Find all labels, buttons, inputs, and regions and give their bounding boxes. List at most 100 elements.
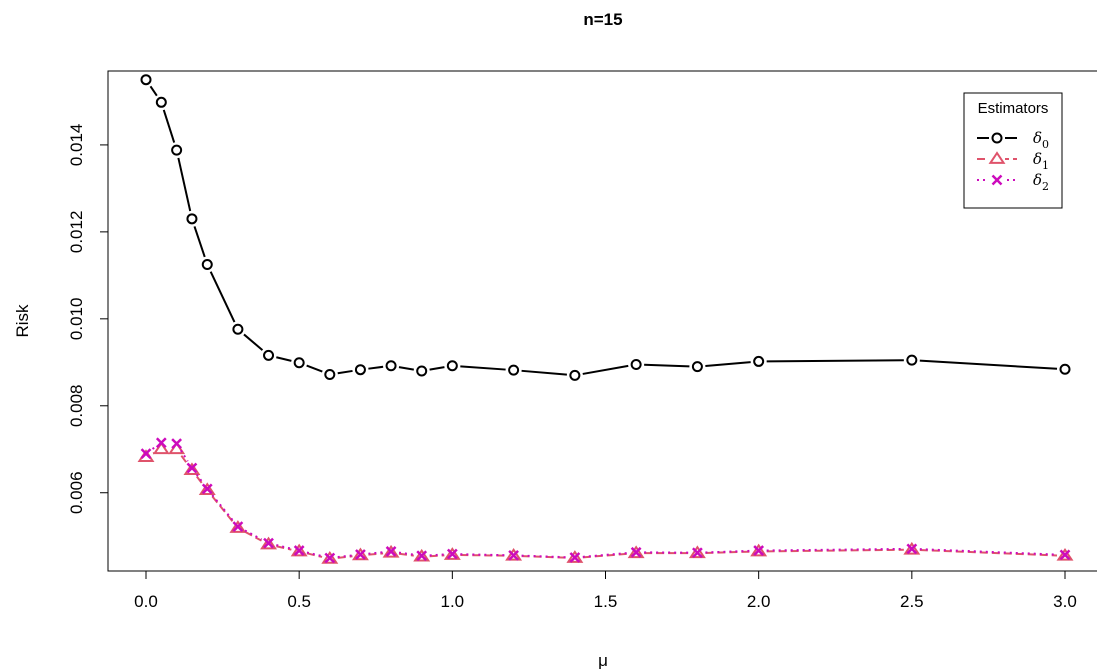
- x-tick-label: 1.0: [441, 592, 465, 611]
- series-segment: [196, 475, 204, 485]
- data-point: [906, 543, 918, 555]
- series-segment: [337, 554, 353, 559]
- series-segment: [460, 553, 506, 557]
- x-axis: 0.0 0.5 1.0 1.5 2.0 2.5 3.0: [134, 570, 1077, 611]
- data-point: [753, 545, 765, 556]
- legend-title: Estimators: [978, 100, 1049, 117]
- data-point: [630, 546, 642, 558]
- data-point: [293, 545, 305, 556]
- series-segment: [766, 359, 904, 363]
- data-point: [152, 441, 170, 455]
- y-axis-label: Risk: [13, 304, 32, 338]
- data-point: [201, 483, 213, 495]
- data-point: [569, 369, 581, 381]
- series-segment: [337, 369, 353, 375]
- series-2: [140, 437, 1071, 564]
- series-segment: [368, 552, 384, 556]
- data-point: [906, 354, 918, 366]
- data-point: [508, 549, 519, 561]
- legend-marker: [991, 174, 1003, 186]
- series-segment: [705, 549, 751, 554]
- series-segment: [195, 473, 204, 483]
- data-point: [355, 549, 366, 560]
- series-segment: [398, 551, 414, 556]
- series-segment: [919, 549, 1058, 557]
- legend-marker: [991, 132, 1003, 144]
- x-tick-label: 1.5: [594, 592, 618, 611]
- y-tick-label: 0.008: [67, 385, 86, 428]
- series-segment: [243, 333, 264, 351]
- x-tick-label: 0.5: [287, 592, 311, 611]
- series-segment: [162, 109, 176, 143]
- data-point: [627, 545, 645, 559]
- series-segment: [429, 366, 445, 371]
- data-point: [171, 144, 183, 156]
- data-point: [232, 521, 244, 533]
- data-point: [382, 544, 400, 558]
- data-point: [443, 547, 461, 560]
- data-point: [508, 364, 520, 376]
- data-point: [186, 462, 198, 474]
- data-point: [1059, 549, 1071, 561]
- data-point: [446, 548, 458, 560]
- series-segment: [644, 363, 690, 368]
- data-point: [385, 360, 397, 372]
- legend-item: δ0: [977, 129, 1049, 151]
- series-segment: [368, 551, 384, 555]
- data-point: [140, 74, 152, 86]
- x-tick-label: 3.0: [1053, 592, 1077, 611]
- series-segment: [766, 548, 904, 553]
- series-segment: [177, 157, 192, 212]
- series-segment: [276, 544, 292, 550]
- data-point: [1056, 547, 1074, 561]
- series-segment: [521, 369, 567, 376]
- x-tick-label: 2.5: [900, 592, 924, 611]
- series-segment: [521, 554, 567, 559]
- data-point: [186, 213, 198, 225]
- y-tick-label: 0.010: [67, 298, 86, 341]
- data-point: [413, 548, 431, 562]
- data-point: [140, 448, 152, 459]
- data-point: [290, 543, 308, 557]
- legend-item: δ2: [977, 171, 1049, 193]
- data-point: [263, 537, 274, 549]
- data-point: [416, 550, 428, 562]
- data-point: [229, 520, 247, 533]
- data-point: [688, 545, 706, 559]
- data-point: [1059, 363, 1071, 375]
- series-segment: [151, 446, 156, 450]
- series-segment: [244, 529, 262, 541]
- plot-frame: [107, 70, 1097, 572]
- legend-box: [963, 92, 1063, 209]
- data-point: [155, 96, 167, 108]
- data-point: [385, 546, 397, 557]
- series-segment: [180, 455, 189, 465]
- data-point: [171, 438, 183, 449]
- data-point: [416, 365, 428, 377]
- series-segment: [705, 361, 751, 367]
- y-axis: 0.006 0.008 0.010 0.012 0.014: [67, 124, 109, 514]
- x-axis-label: μ: [598, 651, 608, 670]
- legend-marker: [988, 151, 1006, 164]
- y-tick-label: 0.014: [67, 124, 86, 167]
- series-segment: [149, 85, 158, 97]
- data-point: [263, 349, 275, 361]
- series-segment: [209, 271, 236, 323]
- x-tick-label: 0.0: [134, 592, 158, 611]
- series-segment: [766, 547, 904, 552]
- series-segment: [919, 359, 1058, 370]
- data-point: [321, 551, 339, 564]
- data-point: [692, 547, 703, 559]
- series-segment: [306, 364, 323, 373]
- data-point: [351, 547, 369, 561]
- y-tick-label: 0.012: [67, 211, 86, 254]
- y-tick-label: 0.006: [67, 471, 86, 514]
- series-segment: [582, 364, 629, 375]
- data-point: [198, 482, 216, 496]
- series-segment: [193, 226, 206, 258]
- data-point: [753, 355, 765, 367]
- data-point: [505, 547, 523, 561]
